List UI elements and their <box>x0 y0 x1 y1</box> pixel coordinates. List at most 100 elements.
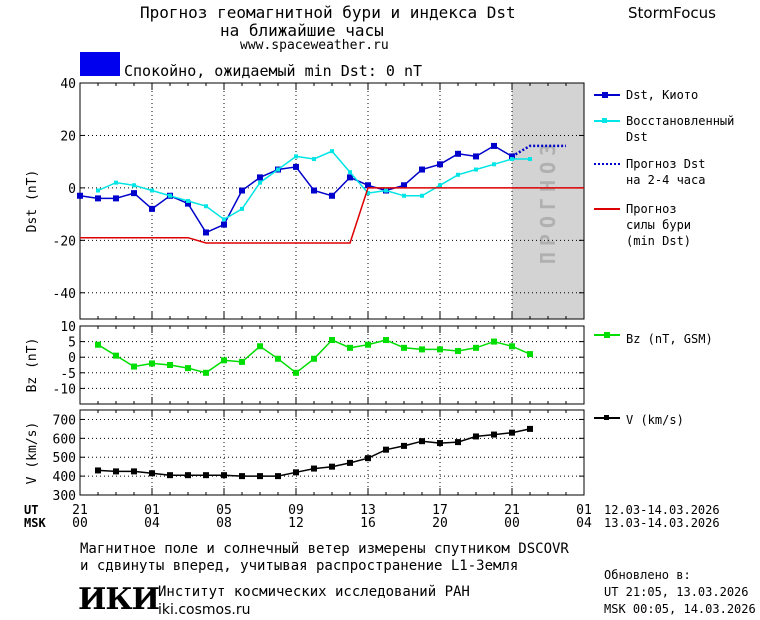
y-tick-label: 40 <box>60 77 76 92</box>
data-point-v <box>455 439 461 446</box>
data-point-dst <box>114 180 118 185</box>
data-point-dst <box>221 221 227 228</box>
data-point-bz <box>293 369 299 376</box>
legend-dst-kyoto-label: Dst, Киото <box>626 88 698 102</box>
data-point-dst <box>257 174 263 181</box>
y-tick-label: 0 <box>68 351 76 366</box>
data-point-dst <box>149 205 155 212</box>
forecast-shade <box>512 83 584 319</box>
data-point-dst <box>131 190 137 197</box>
data-point-v <box>329 463 335 470</box>
y-tick-label: 10 <box>60 320 76 335</box>
legend-dst-restored-label-1: Восстановленный <box>626 114 734 128</box>
data-point-dst <box>168 193 172 198</box>
data-point-bz <box>221 357 227 364</box>
legend-storm-label-2: силы бури <box>626 218 691 232</box>
data-point-bz <box>167 362 173 368</box>
data-point-bz <box>365 341 371 348</box>
series-line-dst-2 <box>511 144 566 158</box>
legend-bz: Bz (nT, GSM) <box>594 332 713 346</box>
msk-tick-label: 00 <box>504 516 520 531</box>
data-point-v <box>275 473 281 480</box>
data-point-bz <box>203 369 209 376</box>
data-point-dst <box>528 157 532 162</box>
data-point-dst <box>401 182 407 189</box>
y-tick-label: 400 <box>53 470 76 485</box>
y-tick-label: 700 <box>53 413 76 428</box>
data-point-dst <box>492 162 496 167</box>
data-point-dst <box>96 188 100 193</box>
data-point-bz <box>95 341 101 348</box>
legend-v-label: V (km/s) <box>626 413 684 427</box>
data-point-bz <box>311 355 317 362</box>
institute-url[interactable]: iki.cosmos.ru <box>158 602 251 618</box>
y-tick-label: 300 <box>53 489 76 504</box>
data-point-dst <box>240 206 244 211</box>
ut-tick-label: 21 <box>504 503 520 518</box>
legend-forecast-dst: Прогноз Dst на 2-4 часа <box>594 157 705 187</box>
data-point-bz <box>257 343 263 350</box>
data-point-dst <box>330 149 334 154</box>
brand-name: StormFocus <box>628 4 716 22</box>
data-point-v <box>221 472 227 479</box>
data-point-dst <box>366 191 370 196</box>
data-point-dst <box>419 166 425 173</box>
legend-storm-label-1: Прогноз <box>626 202 677 216</box>
msk-tick-label: 16 <box>360 516 376 531</box>
data-point-v <box>365 455 371 462</box>
data-point-bz <box>473 344 479 351</box>
data-point-dst <box>509 153 515 160</box>
v-panel-frame <box>79 409 585 496</box>
measurement-note-1: Магнитное поле и солнечный ветер измерен… <box>80 541 569 557</box>
legend-forecast-dst-label-1: Прогноз Dst <box>626 157 705 171</box>
ut-tick-label: 09 <box>288 503 304 518</box>
data-point-v <box>167 472 173 479</box>
updated-ut: UT 21:05, 13.03.2026 <box>604 585 749 599</box>
data-point-dst <box>473 153 479 160</box>
y-tick-label: 500 <box>53 451 76 466</box>
data-point-dst <box>113 195 119 202</box>
data-point-v <box>239 473 245 480</box>
data-point-bz <box>401 344 407 351</box>
ut-date-range: 12.03-14.03.2026 <box>604 503 720 517</box>
y-tick-label: 600 <box>53 432 76 447</box>
data-point-bz <box>185 365 191 372</box>
data-point-dst <box>455 150 461 157</box>
data-point-dst <box>239 187 245 194</box>
chart-title-line2: на ближайшие часы <box>220 21 384 40</box>
data-point-bz <box>509 343 515 350</box>
data-point-dst <box>402 193 406 198</box>
data-point-v <box>203 472 209 479</box>
data-point-bz <box>491 338 497 345</box>
ut-tick-label: 13 <box>360 503 376 518</box>
data-point-v <box>473 433 479 440</box>
data-point-dst <box>491 142 497 149</box>
data-point-v <box>149 470 155 477</box>
y-tick-label: -40 <box>53 287 76 302</box>
data-point-dst <box>294 154 298 159</box>
msk-tick-label: 20 <box>432 516 448 531</box>
data-point-v <box>293 469 299 476</box>
data-point-dst <box>510 157 514 162</box>
v-ylabel: V (km/s) <box>25 422 40 485</box>
bz-ylabel: Bz (nT) <box>25 338 40 393</box>
msk-date-range: 13.03-14.03.2026 <box>604 516 720 530</box>
data-point-dst <box>420 193 424 198</box>
msk-tick-label: 00 <box>72 516 88 531</box>
legend-storm-label-3: (min Dst) <box>626 234 691 248</box>
data-point-dst <box>438 183 442 188</box>
data-point-v <box>401 442 407 449</box>
data-point-bz <box>275 355 281 362</box>
data-point-dst <box>77 192 83 199</box>
status-indicator <box>80 52 120 76</box>
data-point-dst <box>185 200 191 207</box>
legend-dst-restored-label-2: Dst <box>626 130 648 144</box>
data-point-v <box>113 468 119 475</box>
data-point-bz <box>419 346 425 353</box>
legend-forecast-dst-label-2: на 2-4 часа <box>626 173 705 187</box>
site-url[interactable]: www.spaceweather.ru <box>240 38 389 53</box>
y-tick-label: -5 <box>60 367 76 382</box>
data-point-dst <box>150 188 154 193</box>
data-point-dst <box>311 187 317 194</box>
